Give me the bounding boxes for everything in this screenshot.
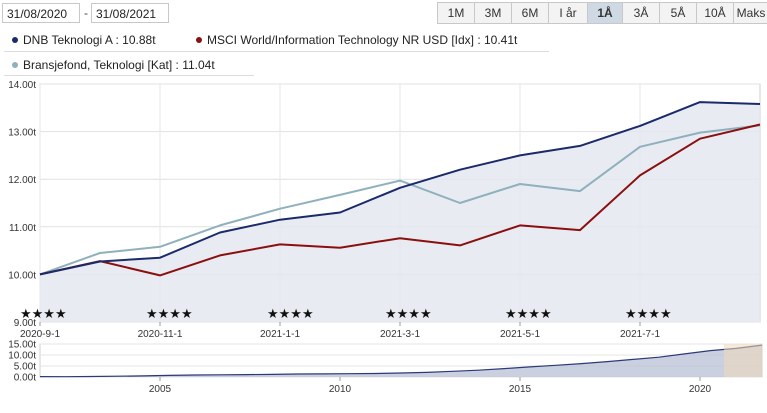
legend-item-dnb[interactable]: DNB Teknologi A : 10.88t <box>12 33 156 47</box>
range-1m-button[interactable]: 1M <box>437 2 475 24</box>
x-tick-label: 2021-1-1 <box>260 329 300 340</box>
navigator-area <box>40 345 762 377</box>
legend-label: Bransjefond, Teknologi [Kat] : 11.04t <box>23 58 215 72</box>
date-to-value: 31/08/2021 <box>96 7 157 21</box>
range-max-button[interactable]: Maks <box>733 2 767 24</box>
star-rating-mark: ★★★★ <box>20 306 67 321</box>
legend-label: MSCI World/Information Technology NR USD… <box>207 33 518 47</box>
star-rating-mark: ★★★★ <box>505 306 552 321</box>
x-tick-label: 2021-5-1 <box>500 329 540 340</box>
y-tick-label: 9.00t <box>14 318 36 329</box>
range-3y-button[interactable]: 3Å <box>622 2 660 24</box>
range-5y-button[interactable]: 5Å <box>659 2 697 24</box>
date-separator: - <box>84 6 88 20</box>
navigator-line <box>39 344 763 378</box>
range-1y-button[interactable]: 1Å <box>587 2 623 24</box>
navigator-x-tick-label: 2010 <box>329 384 352 395</box>
navigator-x-tick-label: 2005 <box>149 384 172 395</box>
star-rating-mark: ★★★★ <box>267 306 314 321</box>
y-tick-label: 14.00t <box>8 80 36 91</box>
x-tick-label: 2021-7-1 <box>620 329 660 340</box>
range-6m-button[interactable]: 6M <box>511 2 549 24</box>
range-button-group: 1M 3M 6M I år 1Å 3Å 5Å 10Å Maks <box>437 2 767 24</box>
series-line-dnb <box>39 101 761 276</box>
navigator-y-tick-label: 10.00t <box>8 351 36 362</box>
star-rating-mark: ★★★★ <box>625 306 672 321</box>
y-tick-label: 12.00t <box>8 175 36 186</box>
series-area-dnb <box>40 102 760 322</box>
navigator-y-tick-label: 5.00t <box>14 362 36 373</box>
navigator-x-tick-label: 2015 <box>509 384 532 395</box>
x-tick-label: 2020-9-1 <box>20 329 60 340</box>
legend-item-msci[interactable]: MSCI World/Information Technology NR USD… <box>196 33 517 47</box>
legend-dot-icon <box>196 37 202 43</box>
date-from-field[interactable]: 31/08/2020 <box>2 3 80 23</box>
legend-label: DNB Teknologi A : 10.88t <box>23 33 156 47</box>
navigator-y-tick-label: 15.00t <box>8 340 36 351</box>
legend-item-bransjefond[interactable]: Bransjefond, Teknologi [Kat] : 11.04t <box>12 58 215 72</box>
range-10y-button[interactable]: 10Å <box>696 2 734 24</box>
range-ytd-button[interactable]: I år <box>548 2 588 24</box>
navigator-x-tick-label: 2020 <box>689 384 712 395</box>
x-tick-label: 2020-11-1 <box>138 329 183 340</box>
date-to-field[interactable]: 31/08/2021 <box>91 3 169 23</box>
x-tick-label: 2021-3-1 <box>380 329 420 340</box>
range-3m-button[interactable]: 3M <box>474 2 512 24</box>
y-tick-label: 13.00t <box>8 128 36 139</box>
y-tick-label: 11.00t <box>9 223 36 234</box>
legend-dot-icon <box>12 62 18 68</box>
legend-row <box>4 29 549 52</box>
y-tick-label: 10.00t <box>8 270 36 281</box>
navigator-selection-window[interactable] <box>724 344 762 377</box>
series-line-bransjefond <box>39 124 761 276</box>
series-line-msci <box>39 123 761 277</box>
legend-row <box>4 53 254 76</box>
main-line-chart: 9.00t 10.00t 11.00t 12.00t 13.00t 14.00t 2020-… <box>8 80 761 340</box>
navigator-y-tick-label: 0.00t <box>14 373 36 384</box>
date-from-value: 31/08/2020 <box>7 7 68 21</box>
legend-dot-icon <box>12 37 18 43</box>
star-rating-mark: ★★★★ <box>385 306 432 321</box>
star-rating-mark: ★★★★ <box>146 306 193 321</box>
